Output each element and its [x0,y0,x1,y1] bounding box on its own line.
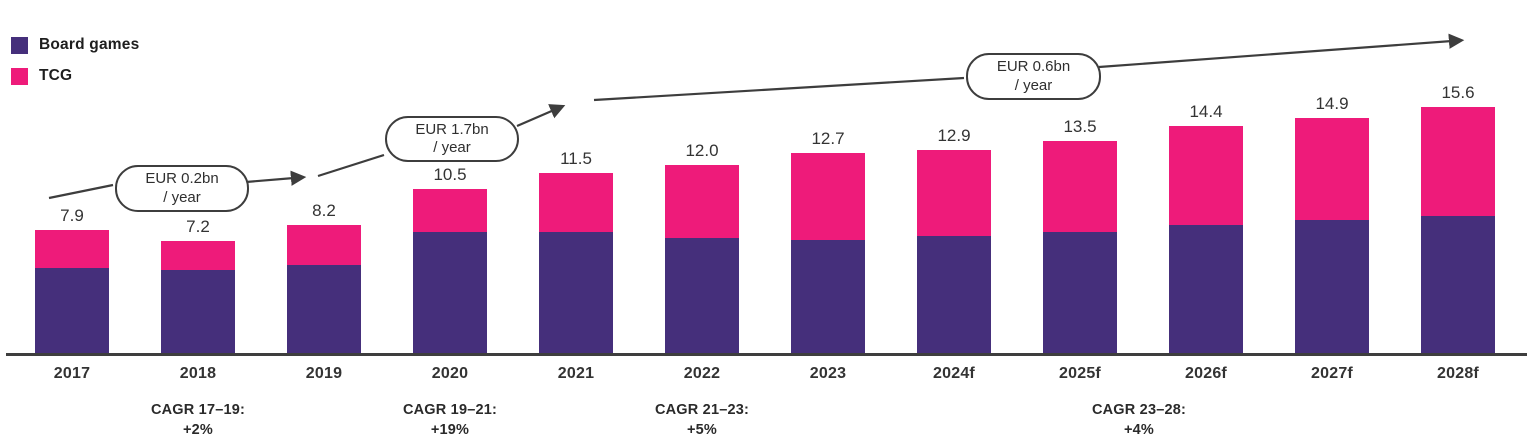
trend-arrow-3 [1098,33,1465,69]
tcg-swatch [11,67,28,85]
bar-segment-tcg-2028f [1421,107,1495,216]
value-label-2017: 7.9 [60,206,84,225]
bar-segment-tcg-2019 [287,225,361,266]
bar-segment-board-games-2025f [1043,231,1117,356]
legend-item-tcg: TCG [11,67,72,85]
cagr-19-21-label: CAGR 19–21: [402,402,498,418]
cagr-21-23-value: +5% [686,422,718,438]
cagr-23-28-value: +4% [1123,422,1155,438]
x-tick-2023: 2023 [809,365,847,382]
value-label-2026f: 14.4 [1189,102,1223,122]
bar-segment-tcg-2022 [665,164,739,238]
growth-callout-1-line1: EUR 0.2bn [145,170,219,187]
x-tick-2019: 2019 [305,365,343,382]
value-label-2023: 12.7 [811,129,845,149]
bar-segment-tcg-2025f [1043,140,1117,232]
bar-segment-tcg-2020 [413,188,487,232]
trend-arrow-1 [245,170,307,186]
cagr-19-21: CAGR 19–21: +19% [365,400,535,440]
x-axis-line [6,353,1527,357]
x-tick-2017: 2017 [53,365,91,382]
growth-callout-3-line2: / year [1014,76,1053,94]
x-tick-2028f: 2028f [1437,365,1479,382]
x-tick-2027f: 2027f [1311,365,1353,382]
growth-callout-1: EUR 0.2bn / year [115,165,249,212]
cagr-17-19-value: +2% [182,422,214,438]
bar-segment-board-games-2018 [161,269,235,356]
bar-segment-tcg-2018 [161,241,235,270]
x-tick-2025f: 2025f [1059,365,1101,382]
legend-label-board-games: Board games [39,36,140,53]
bar-segment-tcg-2023 [791,153,865,240]
value-label-2025f: 13.5 [1063,116,1097,136]
bar-segment-tcg-2021 [539,172,613,232]
growth-callout-3: EUR 0.6bn / year [966,53,1101,100]
bar-segment-board-games-2024f [917,236,991,356]
trend-segment-2 [317,153,385,178]
bar-segment-board-games-2021 [539,231,613,356]
cagr-21-23: CAGR 21–23: +5% [617,400,787,440]
trend-arrow-2 [516,104,566,128]
value-label-2019: 8.2 [312,201,336,221]
value-label-2028f: 15.6 [1441,83,1475,103]
value-label-2022: 12.0 [685,140,719,160]
value-label-2020: 10.5 [433,164,467,184]
bar-segment-board-games-2023 [791,239,865,356]
growth-callout-3-line1: EUR 0.6bn [996,58,1071,75]
value-label-2021: 11.5 [560,148,592,168]
x-tick-2022: 2022 [683,365,721,382]
cagr-23-28: CAGR 23–28: +4% [1054,400,1224,440]
bar-segment-board-games-2022 [665,237,739,356]
bar-segment-board-games-2017 [35,268,109,356]
bar-segment-tcg-2017 [35,230,109,269]
bar-segment-board-games-2028f [1421,215,1495,356]
cagr-21-23-label: CAGR 21–23: [654,402,750,418]
value-label-2018: 7.2 [186,217,210,237]
x-tick-2026f: 2026f [1185,365,1227,382]
cagr-19-21-value: +19% [430,422,470,438]
cagr-17-19: CAGR 17–19: +2% [113,400,283,440]
growth-callout-2: EUR 1.7bn / year [385,116,519,162]
value-label-2027f: 14.9 [1315,94,1349,114]
board-games-swatch [11,36,28,54]
bar-segment-board-games-2020 [413,231,487,356]
value-label-2024f: 12.9 [937,126,971,146]
bar-segment-board-games-2027f [1295,220,1369,356]
bar-segment-board-games-2026f [1169,225,1243,356]
bar-segment-board-games-2019 [287,265,361,356]
cagr-17-19-label: CAGR 17–19: [150,402,246,418]
trend-segment-3 [593,76,965,102]
legend-item-board-games: Board games [11,36,139,54]
bar-segment-tcg-2024f [917,150,991,237]
x-tick-2024f: 2024f [933,365,975,382]
x-tick-2020: 2020 [431,365,469,382]
x-tick-2018: 2018 [179,365,217,382]
growth-callout-2-line2: / year [433,139,471,156]
bar-segment-tcg-2027f [1295,118,1369,221]
growth-callout-1-line2: / year [163,188,201,206]
x-tick-2021: 2021 [557,365,595,382]
cagr-23-28-label: CAGR 23–28: [1091,402,1187,418]
bar-segment-tcg-2026f [1169,126,1243,226]
trend-segment-1 [48,183,114,200]
growth-callout-2-line1: EUR 1.7bn [415,120,489,138]
legend-label-tcg: TCG [39,67,73,84]
